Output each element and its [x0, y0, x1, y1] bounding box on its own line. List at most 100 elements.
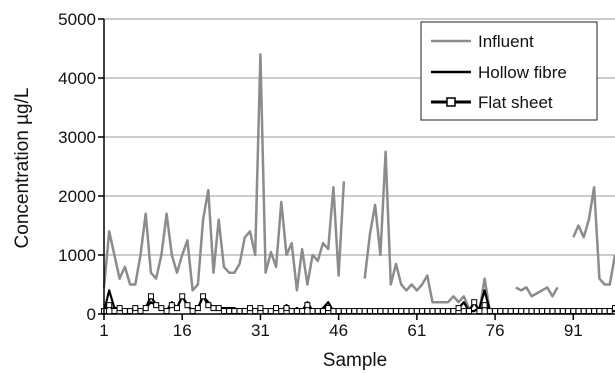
series-2-point-81 — [523, 308, 530, 315]
series-2-point-36 — [288, 308, 295, 315]
x-tick-label-4: 61 — [407, 321, 426, 340]
series-2-point-91 — [575, 308, 582, 315]
series-2-point-84 — [539, 308, 545, 315]
series-2-point-49 — [356, 308, 363, 315]
series-2-point-76 — [497, 308, 504, 315]
y-tick-label-2: 2000 — [58, 187, 96, 206]
series-2-point-54 — [382, 308, 389, 315]
series-2-point-43 — [325, 305, 332, 312]
series-2-point-82 — [528, 308, 535, 315]
legend-label-0: Influent — [478, 32, 534, 51]
series-2-point-74 — [486, 308, 493, 315]
series-2-point-23 — [220, 308, 227, 315]
series-2-point-90 — [570, 308, 577, 315]
series-2-point-83 — [533, 308, 540, 315]
series-layer — [101, 53, 615, 315]
x-tick-label-0: 1 — [99, 321, 108, 340]
series-2-point-96 — [601, 308, 608, 315]
y-tick-label-5: 5000 — [58, 10, 96, 29]
series-2-point-47 — [346, 308, 353, 315]
series-2-point-89 — [565, 308, 572, 315]
series-2-point-14 — [174, 305, 180, 312]
series-2-point-18 — [194, 305, 201, 312]
series-2-point-93 — [585, 308, 592, 315]
series-2-point-86 — [549, 308, 556, 315]
series-2-point-26 — [236, 308, 243, 315]
series-2-point-5 — [127, 308, 134, 315]
series-2-point-88 — [559, 308, 566, 315]
series-2-point-4 — [121, 308, 128, 315]
series-2-point-41 — [314, 308, 321, 315]
series-2-point-44 — [330, 308, 337, 315]
series-2-point-16 — [184, 302, 191, 309]
series-2-point-37 — [293, 308, 300, 315]
series-2-point-57 — [398, 308, 405, 315]
series-2-point-40 — [309, 308, 316, 315]
series-2-point-79 — [512, 308, 519, 315]
series-2-point-42 — [320, 308, 326, 315]
series-2-point-6 — [132, 305, 139, 312]
series-2-point-72 — [476, 308, 483, 315]
series-2-point-50 — [361, 308, 368, 315]
series-0 — [102, 53, 615, 312]
series-2-point-31 — [262, 308, 269, 315]
series-2-point-94 — [591, 308, 598, 315]
series-2-point-46 — [340, 308, 347, 315]
series-2-point-28 — [247, 305, 253, 312]
series-2-point-59 — [408, 308, 415, 315]
series-2-point-17 — [189, 308, 196, 315]
series-0-line-0 — [102, 53, 346, 292]
series-2-point-58 — [403, 308, 410, 315]
series-2-point-63 — [429, 308, 436, 315]
series-2-point-87 — [554, 308, 561, 315]
x-tick-label-3: 46 — [329, 321, 348, 340]
series-2-point-48 — [351, 308, 358, 315]
series-2-point-2 — [111, 308, 118, 315]
series-2-point-45 — [335, 308, 342, 315]
y-axis-title: Concentration µg/L — [12, 88, 33, 249]
series-2-point-98 — [612, 305, 615, 312]
series-2-point-92 — [580, 308, 587, 315]
legend: Influent Hollow fibre Flat sheet — [420, 21, 598, 121]
series-2-point-7 — [137, 308, 144, 315]
series-2-point-53 — [377, 308, 384, 315]
legend-label-1: Hollow fibre — [478, 63, 567, 82]
series-2-point-95 — [596, 308, 603, 315]
series-2-point-25 — [231, 308, 238, 315]
series-2-point-1 — [106, 302, 113, 309]
series-0-line-1 — [363, 150, 471, 309]
series-2-point-22 — [215, 305, 222, 312]
y-tick-label-1: 1000 — [58, 246, 96, 265]
series-2-point-9 — [147, 293, 154, 300]
series-2-point-24 — [226, 308, 233, 315]
y-tick-label-4: 4000 — [58, 69, 96, 88]
series-2-point-61 — [419, 308, 426, 315]
series-2-point-68 — [455, 305, 462, 312]
series-2-point-35 — [283, 305, 290, 312]
series-2-point-3 — [116, 305, 123, 312]
series-2-point-56 — [393, 308, 399, 315]
series-2-point-11 — [158, 305, 165, 312]
series-2-point-12 — [163, 308, 170, 315]
series-2-point-29 — [252, 308, 259, 315]
series-2-point-30 — [257, 305, 264, 312]
series-2-point-19 — [200, 293, 207, 300]
series-2-point-64 — [434, 308, 441, 315]
series-2-point-78 — [507, 308, 514, 315]
series-2-point-15 — [179, 293, 186, 300]
series-2-point-21 — [210, 305, 217, 312]
series-0-line-3 — [515, 286, 559, 298]
series-2-point-27 — [241, 308, 248, 315]
series-2-point-20 — [205, 302, 212, 309]
y-tick-label-3: 3000 — [58, 128, 96, 147]
series-2-point-33 — [273, 305, 280, 312]
series-2-point-52 — [372, 308, 379, 315]
series-2-point-71 — [471, 299, 478, 306]
series-2-point-8 — [142, 305, 149, 312]
x-tick-label-2: 31 — [251, 321, 270, 340]
legend-marker-2 — [446, 97, 456, 107]
series-2-point-60 — [413, 308, 420, 315]
axes — [103, 19, 615, 315]
x-axis-ticks: 1 16 31 46 61 76 91 — [99, 314, 583, 340]
series-2-point-80 — [518, 308, 525, 315]
